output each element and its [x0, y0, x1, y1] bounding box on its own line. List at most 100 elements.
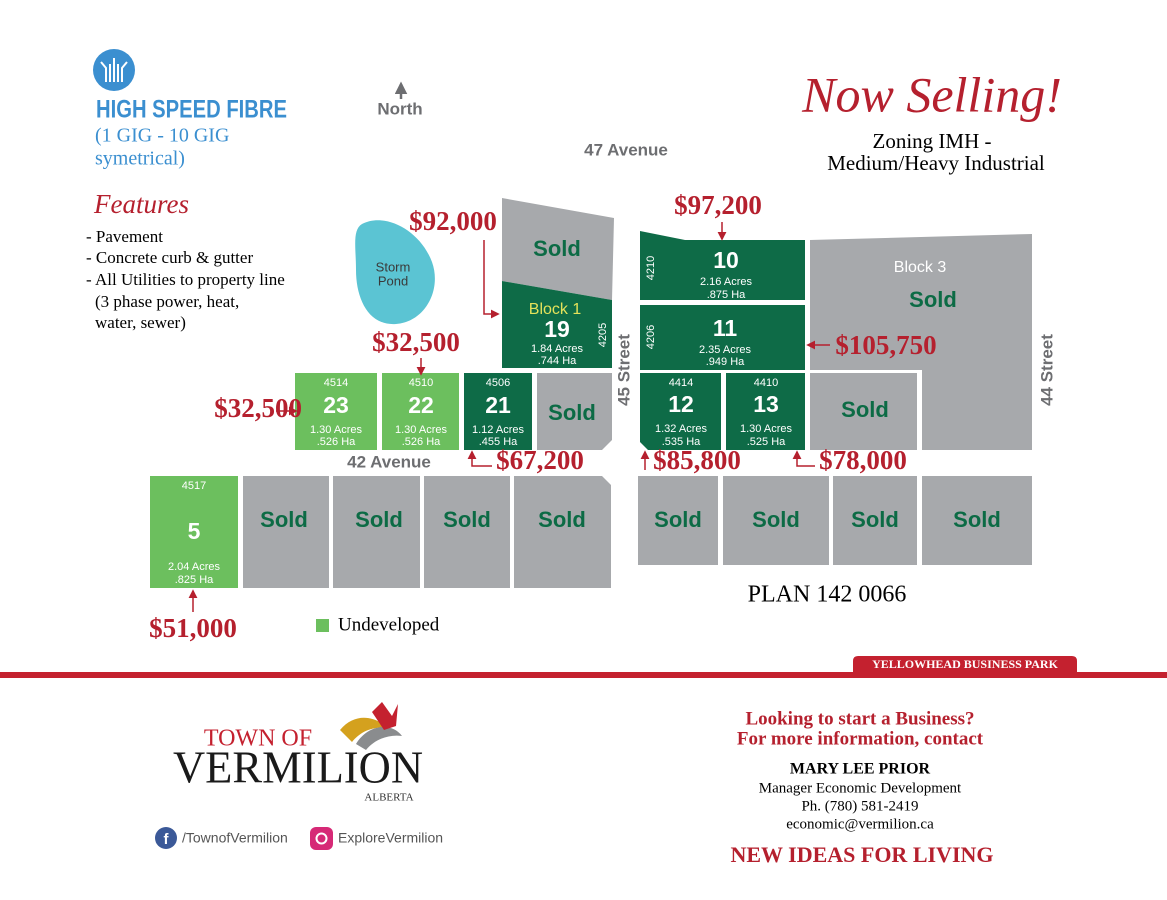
- feature: - Pavement: [86, 227, 163, 246]
- lot-price: $32,500: [214, 393, 302, 423]
- zoning: Medium/Heavy Industrial: [827, 151, 1045, 175]
- feature: water, sewer): [95, 313, 186, 332]
- zoning: Zoning IMH -: [873, 129, 992, 153]
- slogan: NEW IDEAS FOR LIVING: [730, 842, 993, 867]
- divider: [0, 672, 1167, 678]
- lot-hectares: .875 Ha: [707, 289, 746, 301]
- fibre-title: HIGH SPEED FIBRE: [96, 96, 287, 124]
- lot-price: $78,000: [819, 445, 907, 475]
- feature: (3 phase power, heat,: [95, 292, 239, 311]
- contact-phone: Ph. (780) 581-2419: [801, 798, 918, 814]
- sold-parcel: [810, 373, 917, 450]
- sold-parcel: [922, 476, 1032, 565]
- sold-label: Sold: [355, 507, 403, 532]
- lot-hectares: .455 Ha: [479, 436, 518, 448]
- lot-address: 4410: [754, 377, 778, 389]
- lot: [295, 373, 377, 450]
- sold-parcel: [638, 476, 718, 565]
- legend-label: Undeveloped: [338, 614, 440, 635]
- instagram-handle: ExploreVermilion: [338, 830, 443, 846]
- legend-swatch: [316, 619, 329, 632]
- lot-acres: 2.35 Acres: [699, 344, 751, 356]
- street-label: 44 Street: [1037, 334, 1056, 406]
- feature: - All Utilities to property line: [86, 270, 285, 289]
- features-title: Features: [93, 189, 189, 219]
- lot-price: $85,800: [653, 445, 741, 475]
- lot-acres: 2.04 Acres: [168, 561, 220, 573]
- sold-label: Sold: [851, 507, 899, 532]
- lot-price: $105,750: [835, 330, 936, 360]
- plan-number: PLAN 142 0066: [748, 582, 907, 608]
- storm-pond: [355, 220, 435, 325]
- block-label: Block 3: [894, 259, 947, 276]
- sold-parcel: [833, 476, 917, 565]
- lot: [382, 373, 459, 450]
- price-arrow: [483, 240, 500, 319]
- sold-label: Sold: [443, 507, 491, 532]
- banner-tab: [853, 656, 1077, 673]
- lot-price: $92,000: [409, 206, 497, 236]
- lot: [726, 373, 805, 450]
- lot-hectares: .949 Ha: [706, 356, 745, 368]
- lot-address: 4517: [182, 480, 206, 492]
- sold-label: Sold: [841, 397, 889, 422]
- lot-price: $51,000: [149, 613, 237, 643]
- sold-parcel: [502, 198, 614, 300]
- facebook-glyph: f: [164, 831, 170, 848]
- sold-parcel: [243, 476, 329, 588]
- contact-name: MARY LEE PRIOR: [790, 761, 931, 778]
- banner-text: YELLOWHEAD BUSINESS PARK: [872, 657, 1058, 671]
- lot: [464, 373, 532, 450]
- lot-hectares: .526 Ha: [402, 436, 441, 448]
- lot-price: $97,200: [674, 190, 762, 220]
- lot-address: 4506: [486, 377, 510, 389]
- lot-hectares: .526 Ha: [317, 436, 356, 448]
- sold-parcel: [514, 476, 611, 588]
- town-of: TOWN OF: [204, 726, 312, 752]
- facebook-icon: [155, 827, 177, 849]
- lot: [640, 305, 805, 370]
- lot-acres: 1.30 Acres: [740, 423, 792, 435]
- street-label: 45 Street: [614, 334, 633, 406]
- lot-hectares: .744 Ha: [538, 355, 577, 367]
- street-label: 42 Avenue: [347, 452, 431, 471]
- alberta: ALBERTA: [364, 792, 413, 804]
- facebook-handle: /TownofVermilion: [182, 830, 288, 846]
- contact-role: Manager Economic Development: [759, 780, 962, 796]
- lot-acres: 1.84 Acres: [531, 343, 583, 355]
- lot-acres: 1.32 Acres: [655, 423, 707, 435]
- lot-number: 11: [713, 315, 738, 341]
- fibre-line: symetrical): [95, 148, 185, 170]
- lot-number: 12: [668, 391, 694, 417]
- lot-number: 22: [408, 392, 434, 418]
- lot-number: 5: [188, 518, 201, 544]
- lot-number: 21: [485, 392, 511, 418]
- fibre-icon: [93, 49, 135, 91]
- price-arrow: [792, 450, 815, 467]
- lot-address: 4205: [597, 323, 609, 347]
- sold-label: Sold: [654, 507, 702, 532]
- contact-line: Looking to start a Business?: [745, 708, 974, 729]
- lot-hectares: .525 Ha: [747, 436, 786, 448]
- lot-acres: 1.30 Acres: [310, 424, 362, 436]
- price-arrow: [467, 450, 492, 467]
- lot-number: 23: [323, 392, 349, 418]
- lot: [640, 373, 721, 450]
- now-selling: Now Selling!: [801, 66, 1062, 122]
- sold-parcel: [424, 476, 510, 588]
- sold-label: Sold: [548, 400, 596, 425]
- lot-acres: 1.30 Acres: [395, 424, 447, 436]
- vermilion-logo-mark: [340, 702, 402, 750]
- sold-label: Sold: [533, 236, 581, 261]
- lot: [150, 476, 238, 588]
- lot-acres: 2.16 Acres: [700, 276, 752, 288]
- vermilion: VERMILION: [173, 742, 423, 793]
- pond-label: Pond: [378, 273, 408, 288]
- contact-email: economic@vermilion.ca: [786, 816, 934, 832]
- lot-price: $67,200: [496, 445, 584, 475]
- lot-hectares: .825 Ha: [175, 574, 214, 586]
- lot-acres: 1.12 Acres: [472, 424, 524, 436]
- lot-hectares: .535 Ha: [662, 436, 701, 448]
